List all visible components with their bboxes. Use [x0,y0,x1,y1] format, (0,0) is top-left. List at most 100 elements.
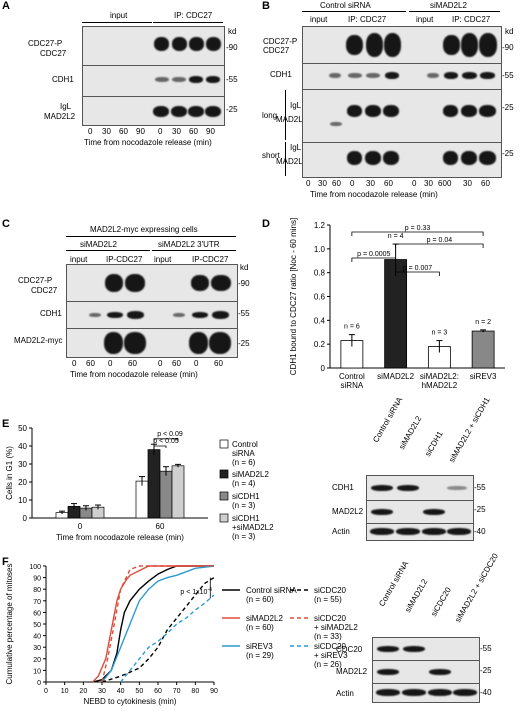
f-annotation-label: p < 1x10-4 [180,587,212,596]
d-n-label: n = 3 [431,330,447,337]
b-ip1: IP: CDC27 [348,15,387,24]
f-ytick-label: 70 [33,599,41,606]
c-blot-cdc27 [66,264,238,302]
f-blot-actin [372,683,480,703]
f-ytick-label: 30 [33,645,41,652]
panel-label-a: A [2,0,10,12]
c-input2: input [154,255,172,264]
a-t2: 60 [119,127,128,136]
f-series-line [120,594,215,683]
f-legend-n: (n = 60) [246,595,274,604]
a-t0: 0 [88,127,93,136]
b-mw-25a: -25 [502,103,514,112]
e-mw-40: -40 [474,527,486,536]
e-legend-n: (n = 4) [232,479,256,488]
e-ytick-label: 50 [18,424,27,433]
a-cdc27p: CDC27-P [28,39,63,48]
b-blot-cdh1 [302,63,502,90]
a-input-label: input [110,11,128,20]
b-t5: 60 [384,179,393,188]
panel-label-c: C [2,218,10,230]
a-mad2l2: MAD2L2 [44,112,76,121]
e-pvalue-label: p < 0.05 [153,438,179,445]
f-series-line [92,565,214,683]
a-mw-90: -90 [226,43,238,52]
b-control-label: Control siRNA [320,1,371,10]
a-xlabel: Time from nocodazole release (min) [84,138,212,147]
b-t8: 60 [438,179,447,188]
f-legend-label: siCDC20 [314,614,347,623]
d-pvalue-label: p = 0.33 [405,225,431,232]
c-blot-myc [66,328,238,358]
f-xtick-label: 40 [117,688,125,695]
c-t7: 60 [214,359,223,368]
c-kd: kd [240,263,249,272]
d-pvalue-label: p = 0.04 [427,237,453,244]
f-ytick-label: 50 [33,622,41,629]
f-xtick-label: 50 [135,688,143,695]
f-mad2l2: MAD2L2 [336,667,368,676]
f-series-line [101,565,215,683]
e-mad2l2: MAD2L2 [332,507,364,516]
e-legend-swatch [219,469,229,479]
b-t1: 30 [318,179,327,188]
e-legend-n: (n = 3) [232,501,256,510]
f-xtick-label: 60 [154,688,162,695]
a-mw-25: -25 [226,105,238,114]
c-cdh1: CDH1 [40,309,62,318]
e-actin: Actin [332,527,350,536]
b-igl1: IgL [290,101,302,110]
e-legend-n: (n = 3) [232,532,256,541]
c-myc: MAD2L2-myc [14,336,63,345]
b-ip2: IP: CDC27 [452,15,491,24]
b-cdh1: CDH1 [270,70,292,79]
a-t6: 60 [189,127,198,136]
f-xtick-label: 80 [191,688,199,695]
e-ytick-label: 20 [18,478,27,487]
panel-label-d: D [262,218,270,230]
c-t4: 0 [158,359,163,368]
c-blot-cdh1 [66,301,238,329]
f-ytick-label: 0 [37,680,41,687]
f-ytick-label: 20 [33,657,41,664]
e-legend-label: Control [232,440,258,449]
f-xlabel: NEBD to cytokinesis (min) [84,697,177,706]
e-xlabel: Time from nocodazole release (min) [56,533,184,542]
e-xtick-label: 0 [78,522,83,531]
e-legend-swatch [219,439,229,449]
f-series-line [101,565,214,683]
a-t1: 30 [102,127,111,136]
f-blot-cdc20 [372,637,480,661]
b-t2: 60 [332,179,341,188]
b-t9: 0 [447,179,452,188]
f-series-line [101,577,215,683]
panel-label-f: F [2,556,9,568]
e-ytick-label: 30 [18,460,27,469]
c-xlabel: Time from nocodazole release (min) [70,370,198,379]
b-mad2l2-1: MAD2L2 [276,115,308,124]
f-ytick-label: 100 [29,564,41,571]
f-legend-label: + siMAD2L2 [314,623,358,632]
d-category-label: siMAD2L2 [377,372,414,381]
e-legend-label: siRNA [232,449,255,458]
c-t6: 0 [194,359,199,368]
e-ytick-label: 0 [23,514,28,523]
b-igl2: IgL [290,143,302,152]
d-category-label: hMAD2L2 [422,381,458,390]
b-t4: 30 [366,179,375,188]
b-blot-short [302,142,502,178]
f-legend-label: siMAD2L2 [246,614,283,623]
f-ylabel: Cumulative percentage of mitoses [5,564,14,685]
e-mw-55: -55 [474,483,486,492]
d-category-label: Control [339,372,365,381]
a-t5: 30 [172,127,181,136]
f-actin: Actin [336,689,354,698]
e-blot-cdh1 [366,475,474,501]
c-input1: input [70,255,88,264]
f-mw-55: -55 [480,644,492,653]
b-t11: 60 [481,179,490,188]
panel-label-e: E [2,418,10,430]
d-ylabel: CDH1 bound to CDC27 ratio [Noc - 60 mins… [289,218,298,375]
